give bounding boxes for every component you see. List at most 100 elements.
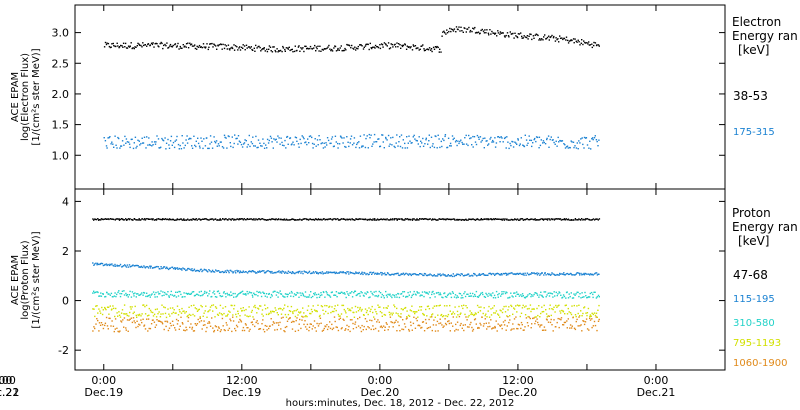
data-point (216, 296, 218, 298)
data-point (337, 313, 340, 316)
data-point (446, 146, 449, 149)
data-point (406, 136, 408, 138)
data-point (282, 271, 285, 273)
data-point (200, 290, 202, 293)
data-point (574, 328, 577, 331)
data-point (402, 328, 405, 331)
data-point (480, 292, 482, 294)
data-point (103, 137, 105, 139)
data-point (131, 291, 134, 293)
data-point (96, 305, 98, 307)
data-point (346, 324, 348, 327)
data-point (501, 274, 503, 276)
data-point (595, 139, 598, 141)
data-point (431, 314, 433, 316)
data-point (429, 326, 431, 328)
data-point (561, 140, 564, 142)
data-point (141, 218, 144, 220)
data-point (400, 218, 402, 220)
data-point (165, 45, 167, 47)
data-point (478, 274, 480, 276)
data-point (321, 330, 324, 332)
data-point (158, 311, 160, 313)
data-point (241, 146, 244, 148)
data-point (437, 291, 440, 294)
data-point (542, 39, 544, 41)
data-point (580, 42, 582, 44)
data-point (424, 273, 427, 275)
data-point (235, 324, 238, 327)
data-point (104, 306, 106, 309)
data-point (247, 315, 250, 318)
data-point (438, 138, 440, 140)
data-point (503, 324, 506, 326)
data-point (157, 138, 160, 140)
data-point (533, 37, 535, 39)
data-point (379, 326, 382, 328)
data-point (372, 272, 374, 274)
data-point (517, 273, 520, 275)
data-point (115, 307, 117, 310)
data-point (171, 320, 174, 322)
data-point (350, 309, 352, 312)
data-point (559, 318, 561, 320)
data-point (227, 270, 230, 272)
data-point (461, 141, 463, 144)
data-point (570, 273, 572, 275)
data-point (244, 314, 246, 316)
data-point (187, 267, 189, 270)
data-point (229, 49, 231, 51)
data-point (510, 218, 512, 221)
data-point (577, 148, 579, 150)
data-point (593, 291, 595, 293)
data-point (288, 219, 290, 221)
data-point (302, 47, 304, 49)
data-point (215, 45, 217, 47)
data-point (279, 143, 281, 145)
data-point (208, 219, 210, 221)
data-point (425, 274, 428, 277)
data-point (477, 311, 479, 314)
data-point (523, 145, 526, 148)
data-point (103, 46, 106, 48)
data-point (250, 321, 253, 324)
series-5-points (92, 315, 600, 333)
data-point (317, 144, 319, 146)
data-point (344, 47, 346, 50)
data-point (463, 292, 465, 295)
data-point (446, 305, 448, 307)
data-point (137, 42, 139, 45)
data-point (409, 140, 411, 142)
data-point (285, 218, 288, 220)
data-point (366, 309, 368, 312)
data-point (566, 272, 569, 275)
data-point (332, 218, 335, 220)
data-point (384, 43, 387, 45)
data-point (176, 323, 179, 325)
data-point (494, 218, 497, 220)
data-point (351, 307, 353, 309)
data-point (512, 32, 514, 35)
data-point (128, 264, 131, 266)
data-point (161, 267, 163, 270)
data-point (527, 142, 529, 144)
data-point (438, 51, 440, 53)
data-point (502, 321, 505, 323)
data-point (546, 294, 548, 296)
data-point (191, 219, 193, 221)
data-point (387, 219, 389, 221)
data-point (453, 137, 455, 139)
data-point (109, 294, 111, 296)
data-point (327, 272, 329, 274)
data-point (298, 45, 300, 47)
data-point (160, 321, 162, 323)
data-point (408, 135, 410, 137)
data-point (291, 48, 293, 51)
data-point (127, 45, 130, 47)
data-point (444, 322, 447, 325)
data-point (313, 320, 316, 322)
data-point (339, 135, 342, 137)
data-point (486, 274, 488, 276)
data-point (208, 321, 210, 323)
data-point (467, 219, 469, 221)
